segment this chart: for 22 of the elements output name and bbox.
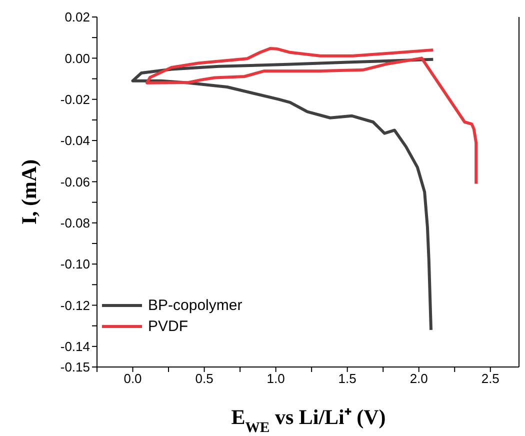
x-tick-label: 2.0 bbox=[410, 371, 428, 386]
y-tick-label: -0.02 bbox=[60, 92, 90, 107]
y-tick-label: 0.02 bbox=[64, 10, 90, 25]
y-tick-label: -0.12 bbox=[60, 298, 90, 313]
y-tick-label: 0.00 bbox=[64, 50, 90, 66]
x-tick-label: 2.5 bbox=[481, 371, 500, 386]
line-series bbox=[131, 58, 435, 332]
line-series bbox=[146, 47, 478, 186]
y-tick-label: -0.08 bbox=[60, 215, 90, 230]
y-tick-label: -0.14 bbox=[60, 339, 90, 354]
y-axis-title: I, (mA) bbox=[17, 159, 41, 225]
y-tick-label: -0.15 bbox=[60, 360, 90, 375]
y-tick-label: -0.10 bbox=[60, 256, 90, 272]
legend-label: BP-copolymer bbox=[148, 296, 242, 316]
x-tick-label: 0.0 bbox=[124, 371, 142, 386]
y-tick-label: -0.04 bbox=[60, 133, 90, 148]
y-tick-label: -0.06 bbox=[60, 174, 90, 190]
x-axis-title: E$_{WE}$ vs Li/Li⁺ (V) bbox=[231, 405, 386, 436]
x-tick-label: 1.5 bbox=[338, 371, 356, 386]
legend-label: PVDF bbox=[148, 317, 188, 337]
x-tick-label: 0.5 bbox=[195, 371, 214, 386]
x-tick-label: 1.0 bbox=[266, 371, 285, 386]
